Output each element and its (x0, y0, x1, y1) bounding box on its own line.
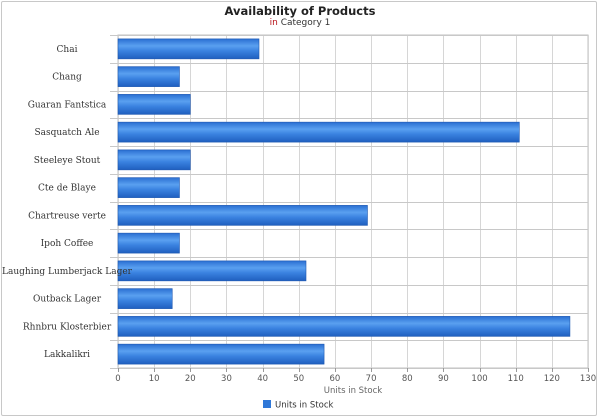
bar[interactable] (117, 149, 191, 171)
bar[interactable] (117, 38, 260, 60)
x-tick-label: 30 (221, 374, 232, 384)
legend: Units in Stock (263, 400, 333, 411)
category-label: Chartreuse verte (28, 211, 106, 221)
x-tick-label: 20 (185, 374, 196, 384)
category-label: Rhnbru Klosterbier (23, 322, 112, 332)
legend-swatch (263, 400, 271, 408)
chart-subtitle: in Category 1 (0, 18, 600, 28)
x-tick-label: 10 (149, 374, 160, 384)
category-label: Laughing Lumberjack Lager (2, 267, 133, 277)
category-label: Chang (52, 73, 82, 83)
category-label: Steeleye Stout (34, 156, 101, 166)
x-axis-label: Units in Stock (324, 386, 382, 396)
category-label: Cte de Blaye (38, 184, 96, 194)
subtitle-prefix: in (269, 18, 278, 28)
legend-label: Units in Stock (275, 401, 333, 411)
category-label: Chai (57, 45, 78, 55)
bar[interactable] (117, 94, 191, 115)
bar[interactable] (117, 288, 173, 309)
category-label: Lakkalikri (44, 350, 90, 360)
x-tick-label: 110 (508, 374, 524, 384)
tick-labels: 0 10 20 30 40 50 60 70 80 90 100 110 120 130 (115, 374, 596, 384)
category-label: Outback Lager (33, 295, 102, 305)
x-tick-label: 70 (366, 374, 377, 384)
bar[interactable] (117, 121, 520, 143)
x-tick-label: 40 (257, 374, 268, 384)
bars (117, 38, 571, 365)
x-tick-label: 80 (402, 374, 413, 384)
chart-title: Availability of Products (224, 4, 376, 18)
bar[interactable] (117, 205, 368, 226)
bar[interactable] (117, 177, 180, 198)
subtitle-text: Category 1 (280, 18, 331, 28)
bar[interactable] (117, 316, 571, 337)
bar[interactable] (117, 260, 307, 282)
grid (110, 34, 589, 372)
x-tick-label: 100 (471, 374, 487, 384)
bar[interactable] (117, 343, 325, 365)
category-label: Sasquatch Ale (34, 128, 99, 138)
bar[interactable] (117, 232, 180, 254)
category-label: Guaran Fantstica (28, 100, 107, 110)
x-tick-label: 60 (330, 374, 341, 384)
x-tick-label: 90 (438, 374, 449, 384)
x-tick-label: 120 (544, 374, 560, 384)
x-tick-label: 0 (115, 374, 120, 384)
category-labels: Chai Chang Guaran Fantstica Sasquatch Ale St… (2, 45, 133, 360)
category-label: Ipoh Coffee (41, 239, 94, 249)
x-tick-label: 130 (580, 374, 596, 384)
bar[interactable] (117, 66, 180, 87)
x-tick-label: 50 (293, 374, 304, 384)
